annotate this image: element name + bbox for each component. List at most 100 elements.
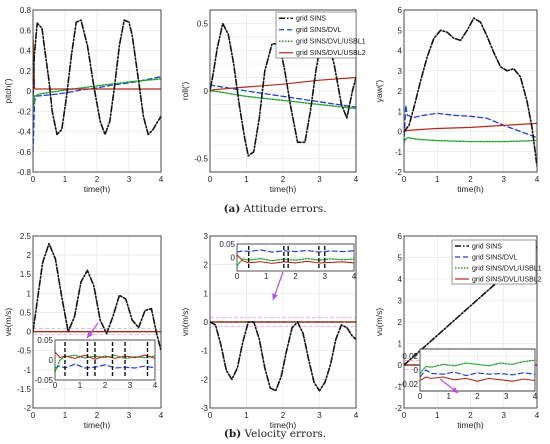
caption-attitude: (a) Attitude errors. [223, 203, 327, 215]
roll-legend-label-grid-sins-dvl-usbl2: grid SINS/DVL/USBL2 [296, 50, 366, 57]
roll-ytick-label: 0 [204, 87, 209, 96]
roll-xtick-label: 0 [208, 175, 213, 184]
roll-xtick-label: 3 [317, 175, 322, 184]
roll-legend-label-grid-sins: grid SINS [296, 16, 326, 23]
pitch-xtick-label: 0 [31, 175, 36, 184]
roll-legend: grid SINS grid SINS/DVL grid SINS/DVL/USBL… [275, 11, 366, 59]
pitch-ylabel: pitch(′) [3, 78, 13, 103]
ve-xtick-label: 4 [159, 411, 164, 420]
vu-frame-top [403, 235, 538, 409]
yaw-xtick-label: 4 [535, 175, 540, 184]
vu-legend-box [451, 239, 537, 285]
roll-xtick-label: 4 [354, 175, 359, 184]
yaw-axes: 0 1 2 3 4 -2 -1 0 1 2 3 4 5 6 time(h) yaw(′) [374, 6, 540, 194]
vn-ytick-label: -3 [201, 404, 209, 413]
ve-inset-xtick-label: 1 [78, 381, 83, 390]
vn-xtick-label: 3 [317, 411, 322, 420]
roll-xtick-label: 1 [244, 175, 249, 184]
yaw-ylabel: yaw(′) [374, 80, 384, 103]
vn-inset-xtick-label: 4 [352, 272, 357, 281]
pitch-xlabel: time(h) [84, 184, 111, 194]
pitch-ytick-label: -0.2 [17, 107, 31, 116]
roll-ylabel: roll(′) [180, 82, 190, 101]
ve-inset-xtick-label: 4 [153, 381, 158, 390]
pitch-ytick-label: 0.4 [20, 47, 32, 56]
vu-inset-frame [419, 348, 536, 392]
pitch-ytick-label: 0.2 [20, 67, 32, 76]
pitch-series-grid-sins-dvl [33, 76, 161, 153]
ve-zoom-arrow-head [87, 331, 93, 338]
vu-xtick-label: 2 [468, 411, 473, 420]
vu-legend-label-grid-sins: grid SINS [472, 243, 502, 250]
pitch-xtick-label: 3 [127, 175, 132, 184]
vn-xtick-label: 4 [354, 411, 359, 420]
roll-series-grid-sins-dvl-usbl2 [210, 76, 356, 92]
ve-ytick-label: 0 [27, 328, 32, 337]
ve-inset-series-grid-sins-dvl-usbl2 [55, 351, 155, 360]
vu-ytick-label: 3 [398, 297, 403, 306]
vn-frame-top [209, 235, 357, 409]
vn-inset-series-grid-sins-dvl-usbl2 [237, 254, 354, 264]
pitch-series-grid-sins [33, 19, 161, 136]
vn-xlabel: time(h) [270, 420, 297, 430]
vn-inset-series-grid-sins-dvl [237, 249, 354, 253]
vn-ytick-label: 3 [204, 232, 209, 241]
vu-inset-plot [420, 359, 535, 382]
pitch-series-grid-sins-dvl-usbl1 [33, 78, 161, 112]
vu-inset-ytick-label: 0 [414, 366, 419, 375]
vn-zoom-arrow-head [272, 293, 278, 300]
yaw-frame-top [403, 9, 538, 173]
vu-inset-ytick-label: -0.02 [400, 380, 419, 389]
vu-ytick-label: 2 [398, 318, 403, 327]
vu-ylabel: vu(m/s) [374, 308, 384, 337]
pitch-ytick-label: 0.6 [20, 26, 32, 35]
yaw-series-grid-sins-dvl-usbl2 [404, 122, 537, 133]
ve-inset-frame [54, 339, 156, 381]
yaw-series-grid-sins [404, 17, 537, 167]
ve-xtick-label: 1 [63, 411, 68, 420]
roll-xtick-label: 2 [281, 175, 286, 184]
vu-zoom-arrow-head [451, 386, 458, 393]
vn-inset-xtick-label: 0 [235, 272, 240, 281]
ve-ytick-label: -1 [24, 366, 32, 375]
roll-legend-box [275, 11, 357, 59]
vn-inset-xtick-label: 1 [264, 272, 269, 281]
vn-inset-ytick-label: 0.05 [219, 240, 235, 249]
yaw-ytick-label: 0 [398, 128, 403, 137]
vn-inset-series-grid-sins-dvl-usbl1 [237, 257, 354, 267]
vu-ytick-label: -1 [395, 383, 403, 392]
yaw-xtick-label: 0 [402, 175, 407, 184]
vn-inset-xtick-label: 3 [323, 272, 328, 281]
vn-inset-plot [237, 246, 354, 269]
ve-inset-ytick-label: -0.05 [35, 376, 54, 385]
pitch-frame-top [32, 9, 162, 173]
vu-inset-series-grid-sins-dvl [420, 369, 535, 378]
vn-zoom-band [210, 317, 356, 327]
ve-inset-xtick-label: 2 [103, 381, 108, 390]
vu-legend: grid SINS grid SINS/DVL grid SINS/DVL/USBL… [451, 239, 542, 285]
ve-inset-ytick-label: 0 [49, 356, 54, 365]
vu-ytick-label: 0 [398, 361, 403, 370]
ve-xtick-label: 0 [31, 411, 36, 420]
ve-axes: 0 1 2 3 4 -2 -1.5 -1 -0.5 0 0.5 1 1.5 2 2.5 time(h) ve(m… [3, 232, 164, 430]
vn-ytick-label: 1 [204, 289, 209, 298]
caption-velocity: (b) Velocity errors. [223, 428, 327, 440]
vn-ytick-label: 2 [204, 261, 209, 270]
ve-series-grid-sins [33, 242, 161, 352]
vu-inset-series-grid-sins-dvl-usbl2 [420, 376, 535, 382]
vn-ytick-label: -2 [201, 375, 209, 384]
ve-xtick-label: 3 [127, 411, 132, 420]
pitch-ytick-label: 0 [27, 87, 32, 96]
yaw-xtick-label: 1 [435, 175, 440, 184]
yaw-ytick-label: 2 [398, 87, 403, 96]
ve-ytick-label: -1.5 [17, 385, 31, 394]
yaw-ytick-label: -1 [395, 148, 403, 157]
ve-inset-xtick-label: 3 [128, 381, 133, 390]
pitch-ytick-label: -0.6 [17, 148, 31, 157]
pitch-axes: 0 1 2 3 4 -0.8 -0.6 -0.4 -0.2 0 0.2 0.4 0.6 0.8 time(h… [3, 6, 164, 194]
vn-inset-frame [236, 243, 355, 272]
ve-xlabel: time(h) [84, 420, 111, 430]
ve-ytick-label: 1 [27, 289, 32, 298]
yaw-ytick-label: 5 [398, 26, 403, 35]
